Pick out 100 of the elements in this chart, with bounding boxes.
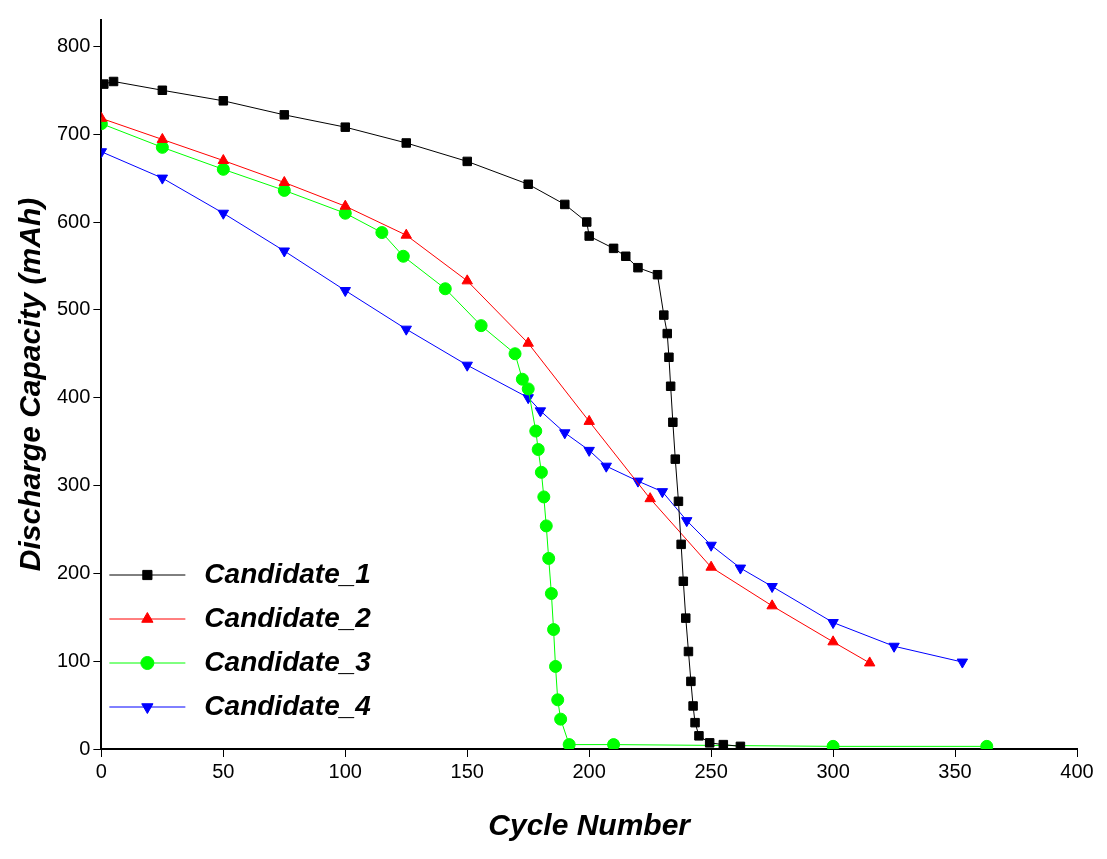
point [522, 336, 534, 347]
point [534, 465, 548, 479]
point [515, 372, 529, 386]
legend-label: Candidate_2 [204, 601, 372, 633]
point [544, 587, 558, 601]
point [529, 424, 543, 438]
point [690, 717, 700, 728]
x-tick-label: 350 [938, 759, 972, 782]
x-tick-label: 200 [572, 759, 606, 782]
point [662, 328, 672, 339]
y-tick-label: 0 [79, 736, 91, 759]
legend-label: Candidate_3 [204, 645, 372, 677]
point [217, 209, 230, 220]
point [339, 199, 351, 210]
point [644, 492, 656, 503]
point [659, 310, 669, 320]
point [462, 156, 472, 167]
point [656, 488, 669, 499]
point [766, 583, 778, 594]
point [537, 490, 551, 504]
point [956, 658, 969, 669]
point [600, 462, 612, 473]
point [551, 693, 565, 707]
point [673, 496, 684, 507]
point [704, 738, 715, 748]
point [531, 443, 545, 456]
x-tick-label: 300 [816, 759, 850, 782]
point [718, 739, 729, 749]
point [888, 642, 900, 653]
point [217, 154, 230, 165]
point [534, 407, 547, 418]
point [705, 560, 717, 571]
point [560, 199, 570, 210]
point [340, 122, 351, 132]
point [279, 110, 290, 120]
point [559, 429, 571, 440]
y-tick-label: 300 [56, 473, 91, 496]
point [554, 712, 568, 726]
point [827, 635, 839, 646]
point [438, 282, 452, 296]
point [694, 731, 704, 741]
point [608, 243, 619, 254]
y-tick-label: 400 [56, 385, 91, 408]
point [621, 251, 631, 262]
x-tick-label: 50 [212, 759, 235, 782]
x-tick-label: 100 [328, 759, 362, 782]
point [681, 613, 691, 623]
x-tick-label: 400 [1060, 759, 1094, 782]
point [461, 274, 473, 285]
point [101, 79, 109, 89]
point [681, 517, 693, 528]
point [665, 381, 676, 391]
point [547, 623, 561, 637]
y-tick-label: 500 [56, 297, 91, 320]
legend-label: Candidate_4 [204, 689, 372, 721]
point [562, 738, 576, 749]
legend-label: Candidate_1 [204, 557, 371, 589]
point [396, 249, 410, 263]
point [542, 551, 556, 565]
y-tick-label: 100 [56, 648, 91, 671]
point [827, 619, 839, 630]
point [652, 269, 663, 280]
point [375, 226, 389, 240]
point [678, 576, 689, 586]
point [539, 519, 553, 533]
point [218, 96, 229, 106]
point [683, 646, 694, 657]
x-tick-label: 150 [450, 759, 484, 782]
x-axis-title: Cycle Number [488, 808, 693, 842]
point [584, 231, 594, 241]
point [735, 741, 746, 749]
point [521, 382, 535, 396]
x-tick-label: 0 [95, 759, 107, 782]
point [688, 701, 698, 711]
point [607, 738, 621, 749]
y-tick-label: 700 [56, 121, 91, 144]
point [400, 325, 412, 336]
point [216, 162, 230, 176]
y-tick-label: 600 [56, 209, 91, 232]
point [461, 361, 473, 372]
point [668, 417, 678, 428]
point [156, 174, 169, 185]
point [582, 217, 592, 227]
point [508, 347, 522, 361]
point [523, 179, 533, 189]
point [686, 676, 696, 687]
point [863, 656, 876, 667]
point [474, 319, 488, 333]
point [401, 138, 411, 148]
point [549, 659, 563, 673]
point [400, 228, 412, 239]
point [734, 564, 747, 575]
point [705, 541, 717, 552]
y-axis-title: Discharge Capacity (mAh) [13, 197, 47, 572]
x-tick-label: 250 [694, 759, 728, 782]
y-tick-label: 800 [56, 33, 91, 56]
point [670, 454, 681, 464]
point [676, 539, 686, 550]
point [339, 287, 351, 298]
point [664, 352, 674, 363]
